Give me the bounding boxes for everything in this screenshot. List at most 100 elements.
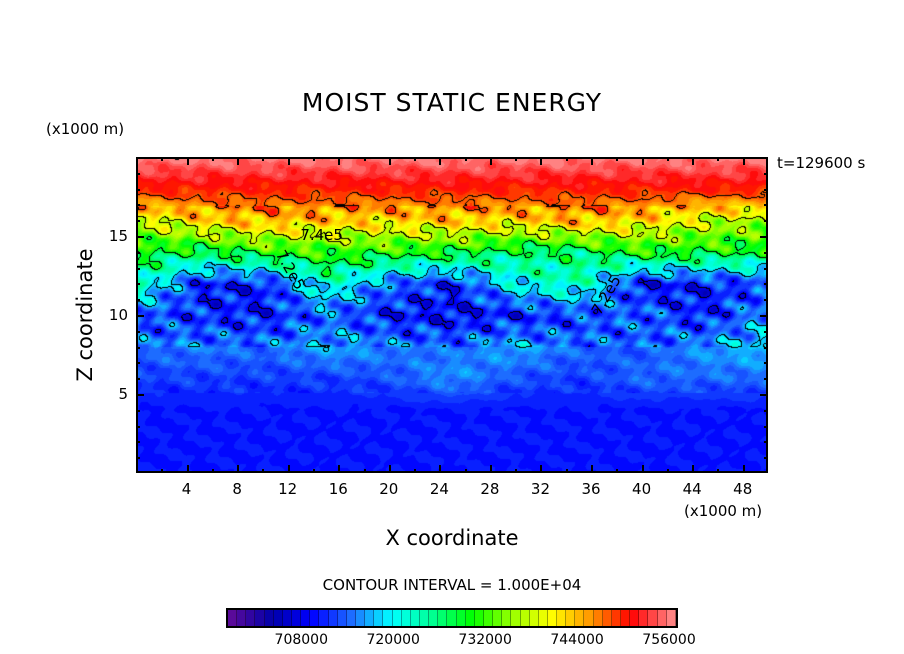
x-tick-mark	[489, 157, 492, 165]
colorbar-swatch	[301, 610, 311, 626]
y-tick-mark	[136, 425, 140, 428]
y-tick-mark	[136, 220, 140, 223]
x-tick-mark	[565, 469, 568, 473]
plot-area	[136, 157, 768, 473]
x-tick-label: 8	[232, 480, 242, 498]
x-tick-label: 12	[278, 480, 298, 498]
colorbar-swatch	[575, 610, 585, 626]
x-tick-mark	[338, 157, 341, 165]
y-tick-mark	[760, 315, 768, 317]
x-tick-mark	[616, 157, 619, 161]
x-tick-mark	[717, 157, 720, 161]
y-tick-mark	[764, 220, 768, 223]
y-tick-mark	[136, 283, 140, 286]
colorbar-swatch	[383, 610, 393, 626]
colorbar-swatch	[557, 610, 567, 626]
y-tick-mark	[764, 283, 768, 286]
y-tick-mark	[764, 346, 768, 349]
x-axis-units: (x1000 m)	[684, 502, 763, 520]
colorbar-swatch	[429, 610, 439, 626]
x-tick-mark	[186, 465, 189, 473]
y-tick-mark	[136, 457, 140, 460]
y-tick-mark	[764, 441, 768, 444]
y-tick-mark	[136, 362, 140, 365]
x-tick-mark	[489, 465, 492, 473]
colorbar-swatch	[291, 610, 302, 626]
x-tick-mark	[262, 157, 265, 161]
colorbar-swatch	[511, 610, 521, 626]
x-tick-mark	[616, 469, 619, 473]
time-label: t=129600 s	[777, 154, 866, 172]
y-tick-mark	[136, 394, 144, 396]
y-tick-mark	[764, 188, 768, 191]
y-tick-label: 5	[118, 385, 128, 403]
x-tick-label: 36	[581, 480, 601, 498]
contour-field	[138, 159, 766, 471]
y-tick-mark	[764, 330, 768, 333]
x-tick-mark	[161, 157, 164, 161]
colorbar-swatch	[410, 610, 420, 626]
colorbar-swatch	[602, 610, 612, 626]
x-tick-mark	[540, 157, 543, 165]
x-tick-mark	[742, 465, 745, 473]
y-tick-mark	[136, 236, 144, 238]
colorbar-tick-label: 720000	[366, 632, 420, 648]
colorbar-tick-label: 708000	[274, 632, 329, 648]
colorbar-swatch	[493, 610, 503, 626]
y-tick-mark	[764, 409, 768, 412]
x-tick-mark	[312, 469, 315, 473]
colorbar	[226, 608, 678, 628]
x-tick-mark	[211, 469, 214, 473]
colorbar-swatch	[328, 610, 338, 626]
y-tick-mark	[136, 378, 140, 381]
colorbar-swatch	[319, 610, 329, 626]
colorbar-swatch	[648, 610, 658, 626]
colorbar-swatch	[630, 610, 640, 626]
x-tick-label: 40	[632, 480, 652, 498]
x-tick-mark	[439, 157, 442, 165]
colorbar-swatch	[611, 610, 622, 626]
x-tick-mark	[161, 469, 164, 473]
x-tick-label: 20	[379, 480, 399, 498]
y-tick-mark	[764, 267, 768, 270]
y-tick-mark	[764, 299, 768, 302]
y-tick-mark	[764, 457, 768, 460]
colorbar-swatch	[392, 610, 402, 626]
colorbar-swatch	[282, 610, 292, 626]
x-tick-mark	[287, 157, 290, 165]
x-tick-mark	[515, 157, 518, 161]
y-tick-mark	[136, 315, 144, 317]
colorbar-swatch	[438, 610, 448, 626]
x-tick-mark	[439, 465, 442, 473]
y-tick-mark	[764, 251, 768, 254]
y-tick-mark	[136, 204, 140, 207]
colorbar-swatch	[337, 610, 347, 626]
x-tick-mark	[540, 465, 543, 473]
y-tick-mark	[760, 394, 768, 396]
colorbar-swatch	[520, 610, 530, 626]
x-tick-mark	[591, 157, 594, 165]
colorbar-swatch	[419, 610, 430, 626]
colorbar-swatch	[666, 610, 676, 626]
colorbar-swatch	[584, 610, 594, 626]
x-tick-mark	[211, 157, 214, 161]
colorbar-swatch	[547, 610, 558, 626]
x-tick-mark	[388, 465, 391, 473]
x-tick-mark	[591, 465, 594, 473]
x-tick-mark	[692, 157, 695, 165]
colorbar-swatch	[621, 610, 631, 626]
x-tick-mark	[338, 465, 341, 473]
colorbar-swatch	[273, 610, 283, 626]
x-tick-mark	[287, 465, 290, 473]
x-tick-label: 44	[682, 480, 702, 498]
contour-label: 7.4e5	[300, 226, 343, 244]
colorbar-tick-label: 756000	[642, 632, 696, 648]
x-tick-mark	[692, 465, 695, 473]
colorbar-swatch	[355, 610, 366, 626]
colorbar-swatch	[374, 610, 384, 626]
x-tick-label: 4	[181, 480, 192, 498]
x-tick-mark	[742, 157, 745, 165]
x-tick-mark	[717, 469, 720, 473]
chart-title: MOIST STATIC ENERGY	[301, 88, 603, 117]
colorbar-swatch	[237, 610, 247, 626]
